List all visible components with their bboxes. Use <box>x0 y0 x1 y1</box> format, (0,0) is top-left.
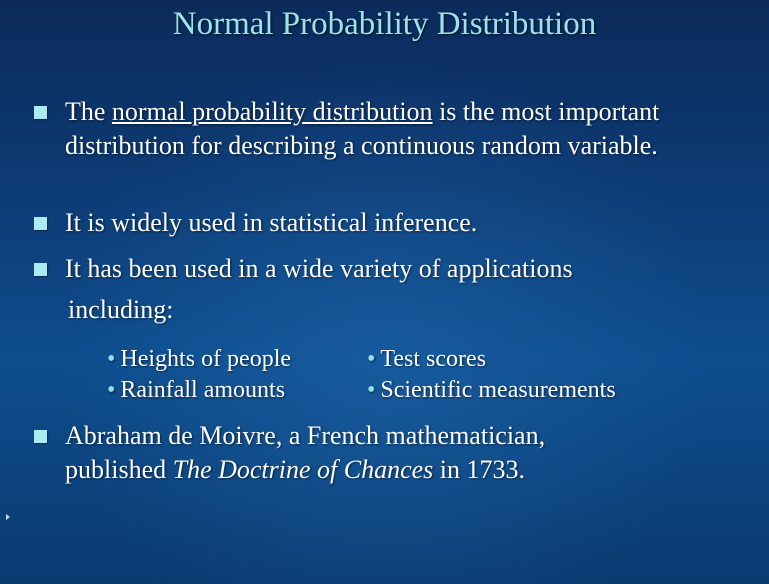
bullet-text-prefix: published <box>65 455 173 484</box>
bullet-applications-continuation: including: <box>68 295 174 324</box>
bullet-applications: It has been used in a wide variety of ap… <box>34 252 745 286</box>
sub-item-label: Scientific measurements <box>380 377 616 403</box>
bullet-text-suffix: is the most important distribution for d… <box>65 97 660 160</box>
normal-distribution-link[interactable]: normal probability distribution <box>111 97 433 126</box>
sub-item: • Rainfall amounts <box>107 375 285 405</box>
bullet-text: It is widely used in statistical inferen… <box>65 208 478 237</box>
bullet-square-icon <box>34 106 47 119</box>
bullet-text-prefix: The <box>65 97 112 126</box>
bullet-text-suffix: in 1733. <box>433 455 526 484</box>
sub-item: • Test scores <box>367 344 486 374</box>
sub-item: • Heights of people <box>107 344 291 374</box>
sub-item-label: Test scores <box>380 346 487 372</box>
bullet-square-icon <box>34 217 47 230</box>
bullet-de-moivre: Abraham de Moivre, a French mathematicia… <box>34 419 745 487</box>
slide-title: Normal Probability Distribution <box>172 6 597 42</box>
sub-bullet-dot-icon: • <box>107 346 116 372</box>
bullet-text-line1: Abraham de Moivre, a French mathematicia… <box>65 421 546 450</box>
sub-bullet-dot-icon: • <box>367 377 376 403</box>
sub-item: • Scientific measurements <box>367 375 616 405</box>
bullet-text: It has been used in a wide variety of ap… <box>65 254 573 283</box>
bullet-statistical-inference: It is widely used in statistical inferen… <box>34 206 745 240</box>
sub-bullet-dot-icon: • <box>107 377 116 403</box>
book-title: The Doctrine of Chances <box>172 455 434 484</box>
bullet-square-icon <box>34 263 47 276</box>
slide-nav-arrow-icon[interactable] <box>6 514 10 520</box>
bullet-normal-distribution: The normal probability distribution is t… <box>34 95 745 163</box>
bullet-square-icon <box>34 430 47 443</box>
sub-item-label: Heights of people <box>120 346 292 372</box>
sub-item-label: Rainfall amounts <box>120 377 286 403</box>
sub-bullet-dot-icon: • <box>367 346 376 372</box>
